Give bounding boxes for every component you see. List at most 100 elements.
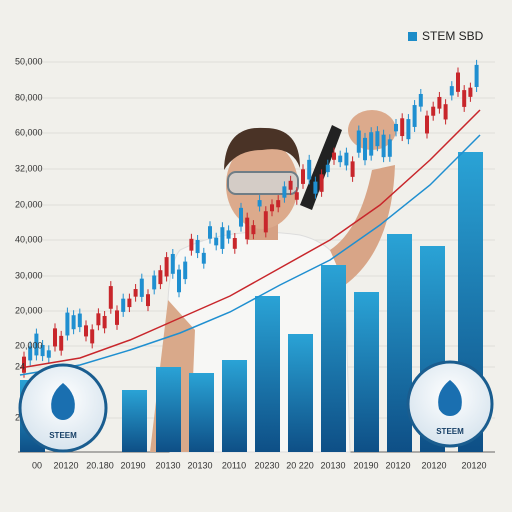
logo: STEEM [406, 360, 494, 448]
logo: STEEM [18, 363, 108, 453]
candle [338, 155, 343, 163]
candle [406, 119, 411, 140]
red-line [19, 109, 481, 369]
candle [115, 310, 119, 325]
candle [46, 350, 51, 358]
candle [276, 200, 281, 208]
x-label: 20120 [53, 460, 78, 470]
candle [443, 104, 448, 120]
candle [462, 90, 467, 107]
candle [208, 226, 212, 239]
candle [307, 159, 312, 180]
candle [34, 333, 39, 356]
candle [400, 118, 405, 137]
bar [255, 296, 280, 452]
bar [321, 265, 346, 452]
candle [369, 132, 374, 156]
candle [164, 257, 169, 277]
candle [108, 286, 113, 309]
candle [152, 275, 157, 290]
candle [121, 298, 126, 312]
candle [344, 152, 349, 166]
x-label: 00 [32, 460, 42, 470]
y-label: 24 [15, 361, 25, 371]
candle [425, 115, 429, 134]
candle [84, 325, 88, 337]
x-label: 20130 [187, 460, 212, 470]
x-label: 20120 [385, 460, 410, 470]
candle [449, 86, 454, 96]
bar [288, 334, 313, 452]
bar [156, 367, 181, 452]
candle [332, 152, 336, 160]
candle [319, 174, 324, 192]
bar [354, 292, 379, 452]
candle [257, 200, 262, 207]
candle [71, 315, 76, 330]
y-label: 30,000 [15, 270, 43, 280]
candle [288, 180, 293, 190]
bar [222, 360, 247, 452]
legend-label: STEM SBD [422, 29, 484, 43]
candle [102, 315, 107, 329]
x-label: 20190 [120, 460, 145, 470]
candle [139, 278, 144, 297]
candle [363, 137, 367, 161]
y-label: 50,000 [15, 56, 43, 66]
candle [282, 186, 287, 198]
candles [22, 59, 479, 378]
y-label: 80,000 [15, 92, 43, 102]
candle [232, 238, 237, 249]
candle [375, 131, 380, 147]
candle [245, 217, 250, 240]
x-label: 20190 [353, 460, 378, 470]
candle [40, 344, 45, 357]
candle [77, 313, 82, 328]
candle [381, 134, 386, 158]
candle [270, 204, 274, 212]
candle [387, 139, 392, 157]
x-label: 20130 [155, 460, 180, 470]
candle [90, 329, 95, 344]
x-label: 20 220 [286, 460, 314, 470]
candle [313, 181, 318, 194]
candle [189, 238, 194, 251]
candle [226, 230, 231, 239]
bar [387, 234, 412, 452]
candle [394, 123, 398, 132]
bar [189, 373, 214, 452]
x-label: 20230 [254, 460, 279, 470]
candle [214, 237, 219, 246]
candle [22, 356, 26, 373]
bar [122, 390, 147, 452]
y-label: 40,000 [15, 234, 43, 244]
logo-text: STEEM [49, 431, 77, 440]
candle [158, 270, 163, 285]
x-label: 20120 [421, 460, 446, 470]
legend-swatch [408, 32, 417, 41]
y-label: 2 [15, 412, 20, 422]
candle [59, 335, 64, 351]
candle [133, 289, 138, 297]
candle [170, 253, 175, 274]
candle [412, 105, 417, 127]
x-label: 20110 [222, 460, 246, 470]
y-label: 20,000 [15, 199, 43, 209]
candle [356, 130, 361, 153]
y-label: 20,000 [15, 340, 43, 350]
candle [263, 211, 268, 233]
candle [127, 298, 132, 308]
x-label: 20120 [461, 460, 486, 470]
candle [474, 64, 479, 87]
y-label: 32,000 [15, 163, 43, 173]
candle [294, 192, 299, 200]
x-label: 20.180 [86, 460, 114, 470]
candle [301, 169, 305, 184]
candle [468, 87, 473, 97]
candle [195, 239, 200, 254]
candle [325, 164, 330, 173]
candle [53, 328, 57, 347]
x-label: 20130 [320, 460, 345, 470]
candle [65, 312, 70, 336]
